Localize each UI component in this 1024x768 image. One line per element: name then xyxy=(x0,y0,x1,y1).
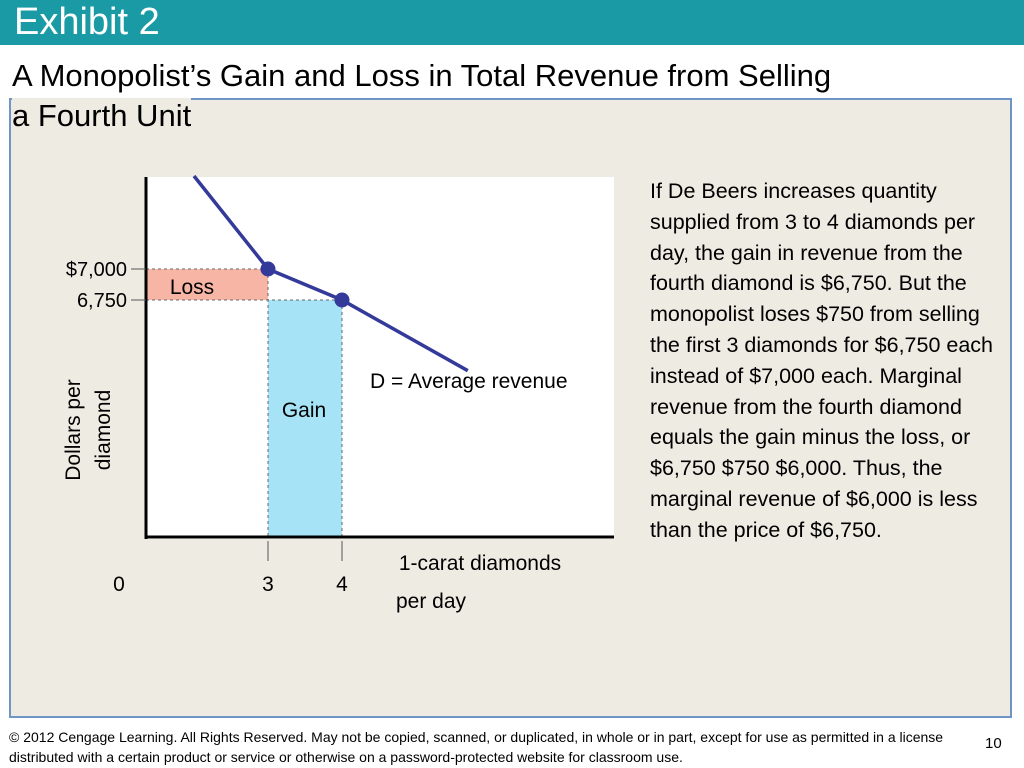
copyright-notice: © 2012 Cengage Learning. All Rights Rese… xyxy=(9,729,944,765)
series-label: D = Average revenue xyxy=(370,370,568,393)
x-axis-label: 1-carat diamonds xyxy=(399,552,561,575)
chart-guides xyxy=(146,268,343,537)
loss-label: Loss xyxy=(170,276,214,299)
region-gain xyxy=(268,300,342,537)
chart-labels: $7,000 6,750 0 3 4 D = Average revenue Loss Gai… xyxy=(62,259,568,613)
title-line-1: A Monopolist’s Gain and Loss in Total Re… xyxy=(12,58,832,93)
chart-regions xyxy=(146,269,342,537)
region-loss xyxy=(146,269,268,300)
chart-series xyxy=(192,174,469,373)
demand-point xyxy=(334,292,350,308)
header-bar: Exhibit 2 xyxy=(0,0,1024,45)
explanation-text: If De Beers increases quantity supplied … xyxy=(650,179,994,542)
title-line-2: a Fourth Unit xyxy=(12,98,192,133)
x-tick-label: 4 xyxy=(336,573,348,596)
x-axis-label: per day xyxy=(396,590,467,613)
y-axis-label-line: Dollars per xyxy=(62,379,85,481)
y-tick-label: $7,000 xyxy=(66,259,127,281)
plot-area xyxy=(146,177,614,539)
page-title: A Monopolist’s Gain and Loss in Total Re… xyxy=(12,56,1012,136)
y-axis-label-line: diamond xyxy=(92,390,115,471)
gain-label: Gain xyxy=(282,399,326,422)
chart-axes xyxy=(131,177,614,561)
x-tick-label: 0 xyxy=(113,573,125,596)
exhibit-label: Exhibit 2 xyxy=(14,1,160,43)
y-axis-label: Dollars per diamond xyxy=(62,379,115,481)
page-number: 10 xyxy=(985,735,1002,752)
demand-line xyxy=(192,174,469,373)
demand-point xyxy=(260,261,276,277)
x-tick-label: 3 xyxy=(262,573,274,596)
y-tick-label: 6,750 xyxy=(77,290,127,312)
